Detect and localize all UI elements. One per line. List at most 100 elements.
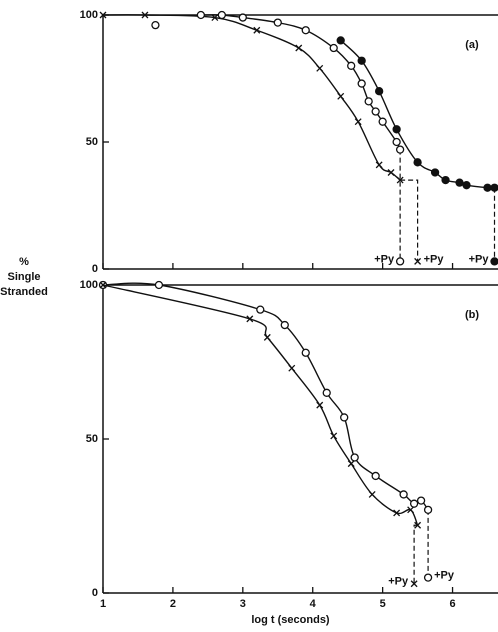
filled-circle (462, 181, 471, 190)
cross-stroke (316, 401, 324, 409)
cross-stroke (253, 26, 261, 34)
open-circle (371, 471, 380, 481)
open-circle (329, 43, 338, 53)
x-tick-label: 3 (240, 598, 246, 610)
open-circle (322, 388, 331, 397)
open-circle (347, 61, 356, 70)
cross-marker (414, 257, 422, 265)
cross-stroke (330, 432, 338, 440)
cross-stroke (263, 333, 271, 341)
cross-marker (295, 44, 303, 52)
x-tick-label: 4 (310, 598, 317, 610)
y-tick-label: 50 (86, 136, 98, 148)
y-tick-label: 0 (92, 263, 98, 275)
cross-stroke (354, 118, 362, 126)
cross-marker (337, 92, 345, 100)
open-circle (399, 490, 408, 499)
annotation: +Py (388, 576, 409, 588)
x-tick-label: 1 (100, 598, 106, 610)
cross-marker (253, 26, 261, 34)
open-circle (392, 137, 401, 147)
annotation: +Py (374, 253, 395, 265)
cross-marker (246, 315, 254, 323)
open-circle (238, 13, 247, 22)
filled-circle (336, 36, 345, 45)
annotation: +Py (434, 570, 455, 582)
cross-marker (288, 364, 296, 372)
open-circle (350, 453, 359, 462)
panel-label: (a) (465, 39, 479, 51)
dashed-drop (413, 524, 418, 584)
cross-marker (316, 401, 324, 409)
cross-marker (375, 161, 383, 169)
curve (200, 14, 401, 150)
filled-circle (455, 178, 464, 187)
cross-marker (396, 176, 404, 184)
cross-marker (387, 169, 395, 176)
cross-stroke (407, 506, 415, 514)
cross-stroke (396, 176, 404, 184)
open-circle (196, 10, 206, 20)
open-circle (395, 257, 405, 266)
cross-marker (393, 509, 401, 517)
open-circle (378, 117, 387, 126)
open-circle (280, 320, 289, 330)
cross-stroke (141, 11, 149, 19)
x-tick-label: 5 (380, 598, 386, 610)
cross-marker (99, 281, 107, 289)
open-circle (364, 97, 373, 106)
x-tick-label: 2 (170, 598, 176, 610)
cross-stroke (410, 580, 418, 588)
cross-marker (414, 521, 422, 529)
x-tick-label: 6 (449, 598, 455, 610)
filled-circle (483, 183, 492, 192)
cross-stroke (414, 257, 422, 265)
filled-circle (441, 175, 450, 185)
cross-stroke (295, 44, 303, 52)
cross-stroke (99, 281, 107, 289)
cross-marker (99, 11, 107, 19)
cross-stroke (337, 92, 345, 100)
open-circle (151, 21, 160, 30)
open-circle (423, 505, 433, 514)
annotation: +Py (424, 253, 445, 265)
filled-circle (413, 158, 422, 167)
y-tick-label: 0 (92, 587, 98, 599)
open-circle (416, 496, 426, 505)
open-circle (256, 305, 265, 314)
open-circle (395, 145, 405, 154)
open-circle (301, 348, 310, 357)
cross-marker (330, 432, 338, 440)
open-circle (357, 79, 366, 88)
filled-circle (490, 257, 498, 266)
open-circle (340, 413, 349, 422)
cross-marker (141, 11, 149, 19)
cross-stroke (393, 509, 401, 517)
filled-circle (490, 183, 498, 192)
cross-marker (316, 64, 324, 72)
y-label: Single (7, 271, 40, 283)
y-label: Stranded (0, 286, 48, 298)
open-circle (371, 107, 380, 116)
annotation: +Py (469, 253, 490, 265)
filled-circle (375, 87, 384, 96)
cross-stroke (414, 521, 422, 529)
cross-stroke (375, 161, 383, 169)
cross-stroke (347, 460, 355, 468)
open-circle (154, 280, 164, 290)
y-label: % (19, 256, 29, 268)
cross-stroke (316, 64, 324, 72)
cross-stroke (246, 315, 254, 323)
y-tick-label: 100 (80, 9, 98, 21)
cross-stroke (99, 11, 107, 19)
open-circle (217, 10, 226, 20)
panel-label: (b) (465, 309, 479, 321)
curve (102, 284, 419, 526)
open-circle (273, 18, 282, 27)
filled-circle (357, 56, 366, 65)
cross-stroke (288, 364, 296, 372)
cross-marker (407, 506, 415, 514)
filled-circle (392, 125, 401, 134)
cross-marker (354, 118, 362, 126)
